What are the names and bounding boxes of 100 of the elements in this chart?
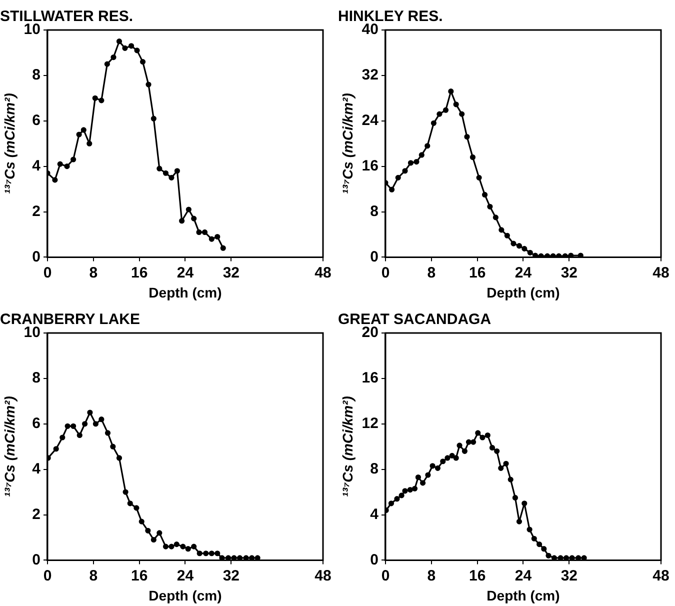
x-tick-label: 24 bbox=[514, 264, 532, 282]
y-tick-label: 0 bbox=[32, 248, 40, 266]
point bbox=[492, 214, 498, 220]
point bbox=[464, 134, 470, 140]
point bbox=[510, 240, 516, 246]
y-tick-label: 10 bbox=[24, 324, 40, 342]
point bbox=[402, 168, 408, 174]
x-tick-label: 16 bbox=[130, 567, 148, 584]
point bbox=[140, 59, 146, 65]
point bbox=[110, 444, 116, 450]
point bbox=[138, 518, 144, 524]
x-tick-label: 32 bbox=[222, 567, 240, 584]
y-tick-label: 4 bbox=[370, 506, 380, 523]
point bbox=[508, 476, 514, 482]
point bbox=[196, 229, 202, 236]
point bbox=[92, 421, 98, 427]
y-tick-label: 4 bbox=[32, 157, 42, 174]
point bbox=[98, 98, 104, 104]
point bbox=[459, 111, 465, 117]
y-tick-label: 6 bbox=[32, 112, 40, 130]
point bbox=[208, 236, 214, 242]
y-tick-label: 12 bbox=[362, 415, 378, 432]
point bbox=[179, 218, 185, 224]
point bbox=[174, 541, 180, 548]
point bbox=[541, 546, 547, 552]
x-tick-label: 16 bbox=[130, 264, 148, 282]
point bbox=[482, 192, 488, 198]
x-tick-label: 48 bbox=[314, 264, 332, 282]
point bbox=[402, 488, 408, 494]
x-tick-label: 32 bbox=[222, 264, 240, 282]
point bbox=[448, 88, 454, 94]
point bbox=[52, 177, 58, 183]
point bbox=[516, 518, 522, 524]
point bbox=[503, 460, 509, 466]
x-axis-title: Depth (cm) bbox=[148, 284, 222, 300]
x-tick-label: 24 bbox=[176, 264, 194, 282]
point bbox=[395, 174, 401, 180]
y-tick-label: 8 bbox=[32, 66, 40, 84]
point bbox=[92, 95, 98, 101]
point bbox=[420, 480, 426, 486]
point bbox=[498, 227, 504, 233]
point bbox=[186, 206, 192, 212]
point bbox=[475, 430, 481, 436]
y-tick-label: 0 bbox=[370, 248, 378, 266]
point bbox=[512, 494, 518, 501]
point bbox=[449, 452, 455, 458]
point bbox=[116, 455, 122, 461]
point bbox=[134, 505, 140, 511]
point bbox=[76, 432, 82, 438]
point bbox=[196, 550, 202, 556]
point bbox=[430, 463, 436, 469]
point bbox=[156, 166, 162, 172]
point bbox=[440, 458, 446, 464]
x-axis-title: Depth (cm) bbox=[148, 587, 222, 604]
point bbox=[122, 489, 128, 495]
y-tick-label: 24 bbox=[362, 112, 380, 130]
point bbox=[398, 492, 404, 498]
point bbox=[522, 246, 528, 252]
point bbox=[494, 448, 500, 454]
point bbox=[70, 156, 76, 162]
point bbox=[53, 446, 59, 452]
point bbox=[150, 536, 156, 543]
point bbox=[498, 465, 504, 471]
point bbox=[128, 43, 134, 49]
point bbox=[122, 45, 128, 51]
point bbox=[104, 430, 111, 436]
point bbox=[174, 168, 180, 174]
y-tick-label: 2 bbox=[32, 202, 40, 220]
point bbox=[127, 500, 133, 506]
point bbox=[146, 82, 152, 88]
point bbox=[214, 234, 220, 240]
y-tick-label: 6 bbox=[32, 415, 40, 432]
y-tick-label: 0 bbox=[32, 551, 40, 568]
x-axis-title: Depth (cm) bbox=[486, 587, 560, 604]
point bbox=[98, 416, 104, 422]
y-tick-label: 8 bbox=[370, 202, 378, 220]
point bbox=[516, 243, 522, 249]
point bbox=[476, 174, 482, 180]
y-tick-label: 0 bbox=[370, 551, 378, 568]
point bbox=[526, 526, 532, 532]
point bbox=[156, 530, 162, 536]
x-tick-label: 32 bbox=[560, 567, 578, 584]
x-tick-label: 48 bbox=[652, 264, 670, 282]
point bbox=[480, 434, 486, 440]
y-tick-label: 8 bbox=[32, 370, 40, 387]
point bbox=[150, 116, 156, 122]
point bbox=[86, 140, 92, 146]
point bbox=[116, 38, 122, 44]
y-tick-label: 40 bbox=[362, 21, 378, 38]
point bbox=[110, 54, 116, 60]
point bbox=[60, 434, 66, 440]
point bbox=[70, 423, 76, 429]
point bbox=[418, 152, 424, 158]
y-tick-label: 10 bbox=[24, 21, 40, 38]
x-tick-label: 32 bbox=[560, 264, 578, 282]
y-axis-title: ¹³⁷Cs (mCi/km²) bbox=[1, 92, 18, 194]
point bbox=[191, 216, 197, 222]
point bbox=[536, 541, 542, 548]
point bbox=[87, 410, 93, 416]
point bbox=[453, 102, 459, 108]
